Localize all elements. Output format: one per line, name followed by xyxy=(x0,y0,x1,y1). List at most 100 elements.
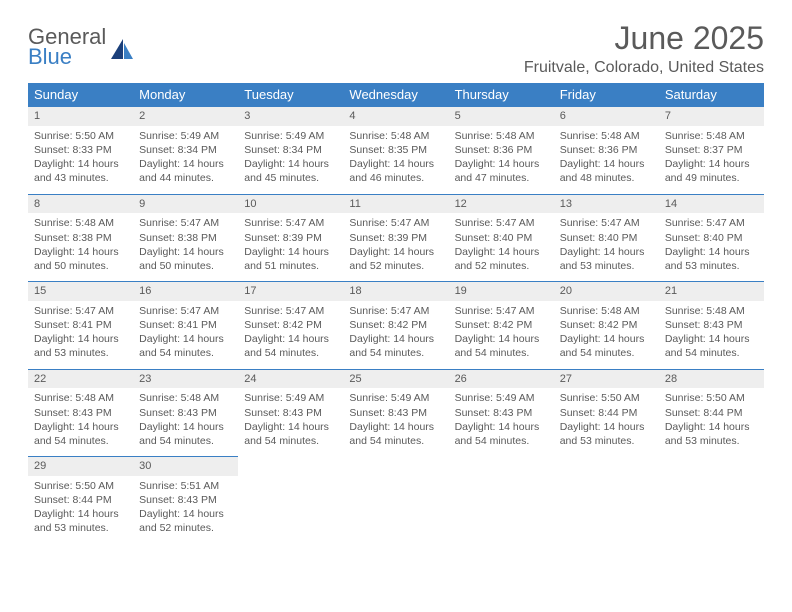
day-body: Sunrise: 5:47 AMSunset: 8:38 PMDaylight:… xyxy=(133,213,238,281)
day-number: 13 xyxy=(554,194,659,214)
daylight-text: Daylight: 14 hours xyxy=(139,420,232,434)
sunset-text: Sunset: 8:44 PM xyxy=(665,406,758,420)
daylight-text: and 54 minutes. xyxy=(349,434,442,448)
calendar-day: 23Sunrise: 5:48 AMSunset: 8:43 PMDayligh… xyxy=(133,369,238,457)
day-body: Sunrise: 5:47 AMSunset: 8:40 PMDaylight:… xyxy=(659,213,764,281)
day-header: Wednesday xyxy=(343,83,448,106)
daylight-text: Daylight: 14 hours xyxy=(560,157,653,171)
calendar-day: 5Sunrise: 5:48 AMSunset: 8:36 PMDaylight… xyxy=(449,106,554,194)
daylight-text: Daylight: 14 hours xyxy=(455,420,548,434)
calendar-day: 2Sunrise: 5:49 AMSunset: 8:34 PMDaylight… xyxy=(133,106,238,194)
day-number: 10 xyxy=(238,194,343,214)
daylight-text: and 54 minutes. xyxy=(349,346,442,360)
calendar-head: SundayMondayTuesdayWednesdayThursdayFrid… xyxy=(28,83,764,106)
day-body: Sunrise: 5:47 AMSunset: 8:42 PMDaylight:… xyxy=(449,301,554,369)
calendar-day: 30Sunrise: 5:51 AMSunset: 8:43 PMDayligh… xyxy=(133,456,238,544)
day-number: 19 xyxy=(449,281,554,301)
daylight-text: and 53 minutes. xyxy=(34,521,127,535)
title-block: June 2025 Fruitvale, Colorado, United St… xyxy=(524,20,764,77)
calendar-week: 29Sunrise: 5:50 AMSunset: 8:44 PMDayligh… xyxy=(28,456,764,544)
sunrise-text: Sunrise: 5:47 AM xyxy=(349,216,442,230)
page-header: General Blue June 2025 Fruitvale, Colora… xyxy=(28,20,764,77)
calendar-day xyxy=(659,456,764,544)
daylight-text: and 52 minutes. xyxy=(139,521,232,535)
day-number: 6 xyxy=(554,106,659,126)
day-number: 7 xyxy=(659,106,764,126)
day-body: Sunrise: 5:48 AMSunset: 8:36 PMDaylight:… xyxy=(449,126,554,194)
sunset-text: Sunset: 8:40 PM xyxy=(455,231,548,245)
sunset-text: Sunset: 8:35 PM xyxy=(349,143,442,157)
calendar-week: 1Sunrise: 5:50 AMSunset: 8:33 PMDaylight… xyxy=(28,106,764,194)
daylight-text: Daylight: 14 hours xyxy=(560,245,653,259)
sunrise-text: Sunrise: 5:48 AM xyxy=(560,129,653,143)
sunset-text: Sunset: 8:38 PM xyxy=(34,231,127,245)
calendar-day: 27Sunrise: 5:50 AMSunset: 8:44 PMDayligh… xyxy=(554,369,659,457)
daylight-text: Daylight: 14 hours xyxy=(139,245,232,259)
daylight-text: and 43 minutes. xyxy=(34,171,127,185)
sunrise-text: Sunrise: 5:48 AM xyxy=(139,391,232,405)
day-body: Sunrise: 5:49 AMSunset: 8:43 PMDaylight:… xyxy=(343,388,448,456)
daylight-text: and 53 minutes. xyxy=(665,434,758,448)
daylight-text: Daylight: 14 hours xyxy=(244,420,337,434)
daylight-text: Daylight: 14 hours xyxy=(349,332,442,346)
calendar-day: 3Sunrise: 5:49 AMSunset: 8:34 PMDaylight… xyxy=(238,106,343,194)
day-body: Sunrise: 5:48 AMSunset: 8:37 PMDaylight:… xyxy=(659,126,764,194)
sunset-text: Sunset: 8:44 PM xyxy=(560,406,653,420)
sunrise-text: Sunrise: 5:50 AM xyxy=(34,129,127,143)
day-body: Sunrise: 5:47 AMSunset: 8:40 PMDaylight:… xyxy=(449,213,554,281)
calendar-day: 7Sunrise: 5:48 AMSunset: 8:37 PMDaylight… xyxy=(659,106,764,194)
calendar-day: 6Sunrise: 5:48 AMSunset: 8:36 PMDaylight… xyxy=(554,106,659,194)
day-body: Sunrise: 5:48 AMSunset: 8:36 PMDaylight:… xyxy=(554,126,659,194)
sunset-text: Sunset: 8:39 PM xyxy=(349,231,442,245)
calendar-day xyxy=(238,456,343,544)
day-body: Sunrise: 5:49 AMSunset: 8:43 PMDaylight:… xyxy=(238,388,343,456)
calendar-day: 15Sunrise: 5:47 AMSunset: 8:41 PMDayligh… xyxy=(28,281,133,369)
daylight-text: and 47 minutes. xyxy=(455,171,548,185)
daylight-text: Daylight: 14 hours xyxy=(665,332,758,346)
daylight-text: and 52 minutes. xyxy=(455,259,548,273)
sunrise-text: Sunrise: 5:50 AM xyxy=(34,479,127,493)
daylight-text: Daylight: 14 hours xyxy=(244,332,337,346)
calendar-day: 24Sunrise: 5:49 AMSunset: 8:43 PMDayligh… xyxy=(238,369,343,457)
sunset-text: Sunset: 8:36 PM xyxy=(455,143,548,157)
day-number: 22 xyxy=(28,369,133,389)
daylight-text: Daylight: 14 hours xyxy=(139,157,232,171)
daylight-text: and 54 minutes. xyxy=(34,434,127,448)
day-number: 14 xyxy=(659,194,764,214)
sunrise-text: Sunrise: 5:47 AM xyxy=(665,216,758,230)
day-header: Thursday xyxy=(449,83,554,106)
sunrise-text: Sunrise: 5:47 AM xyxy=(139,216,232,230)
calendar-day xyxy=(343,456,448,544)
sunrise-text: Sunrise: 5:47 AM xyxy=(34,304,127,318)
calendar-day: 26Sunrise: 5:49 AMSunset: 8:43 PMDayligh… xyxy=(449,369,554,457)
daylight-text: and 54 minutes. xyxy=(244,346,337,360)
sunrise-text: Sunrise: 5:48 AM xyxy=(455,129,548,143)
sunrise-text: Sunrise: 5:47 AM xyxy=(139,304,232,318)
day-body: Sunrise: 5:47 AMSunset: 8:41 PMDaylight:… xyxy=(28,301,133,369)
calendar-day: 28Sunrise: 5:50 AMSunset: 8:44 PMDayligh… xyxy=(659,369,764,457)
day-body: Sunrise: 5:50 AMSunset: 8:33 PMDaylight:… xyxy=(28,126,133,194)
day-number: 4 xyxy=(343,106,448,126)
calendar-day: 9Sunrise: 5:47 AMSunset: 8:38 PMDaylight… xyxy=(133,194,238,282)
daylight-text: Daylight: 14 hours xyxy=(34,332,127,346)
day-number: 24 xyxy=(238,369,343,389)
daylight-text: Daylight: 14 hours xyxy=(139,507,232,521)
sunrise-text: Sunrise: 5:49 AM xyxy=(455,391,548,405)
daylight-text: Daylight: 14 hours xyxy=(244,157,337,171)
day-number: 2 xyxy=(133,106,238,126)
day-number: 15 xyxy=(28,281,133,301)
sunrise-text: Sunrise: 5:47 AM xyxy=(349,304,442,318)
calendar-day: 29Sunrise: 5:50 AMSunset: 8:44 PMDayligh… xyxy=(28,456,133,544)
calendar-table: SundayMondayTuesdayWednesdayThursdayFrid… xyxy=(28,83,764,544)
daylight-text: and 53 minutes. xyxy=(560,259,653,273)
sail-icon xyxy=(109,37,135,61)
daylight-text: and 46 minutes. xyxy=(349,171,442,185)
daylight-text: Daylight: 14 hours xyxy=(665,245,758,259)
day-header-row: SundayMondayTuesdayWednesdayThursdayFrid… xyxy=(28,83,764,106)
day-number: 27 xyxy=(554,369,659,389)
sunrise-text: Sunrise: 5:48 AM xyxy=(349,129,442,143)
day-body: Sunrise: 5:48 AMSunset: 8:42 PMDaylight:… xyxy=(554,301,659,369)
day-number: 18 xyxy=(343,281,448,301)
sunrise-text: Sunrise: 5:48 AM xyxy=(665,304,758,318)
sunset-text: Sunset: 8:39 PM xyxy=(244,231,337,245)
